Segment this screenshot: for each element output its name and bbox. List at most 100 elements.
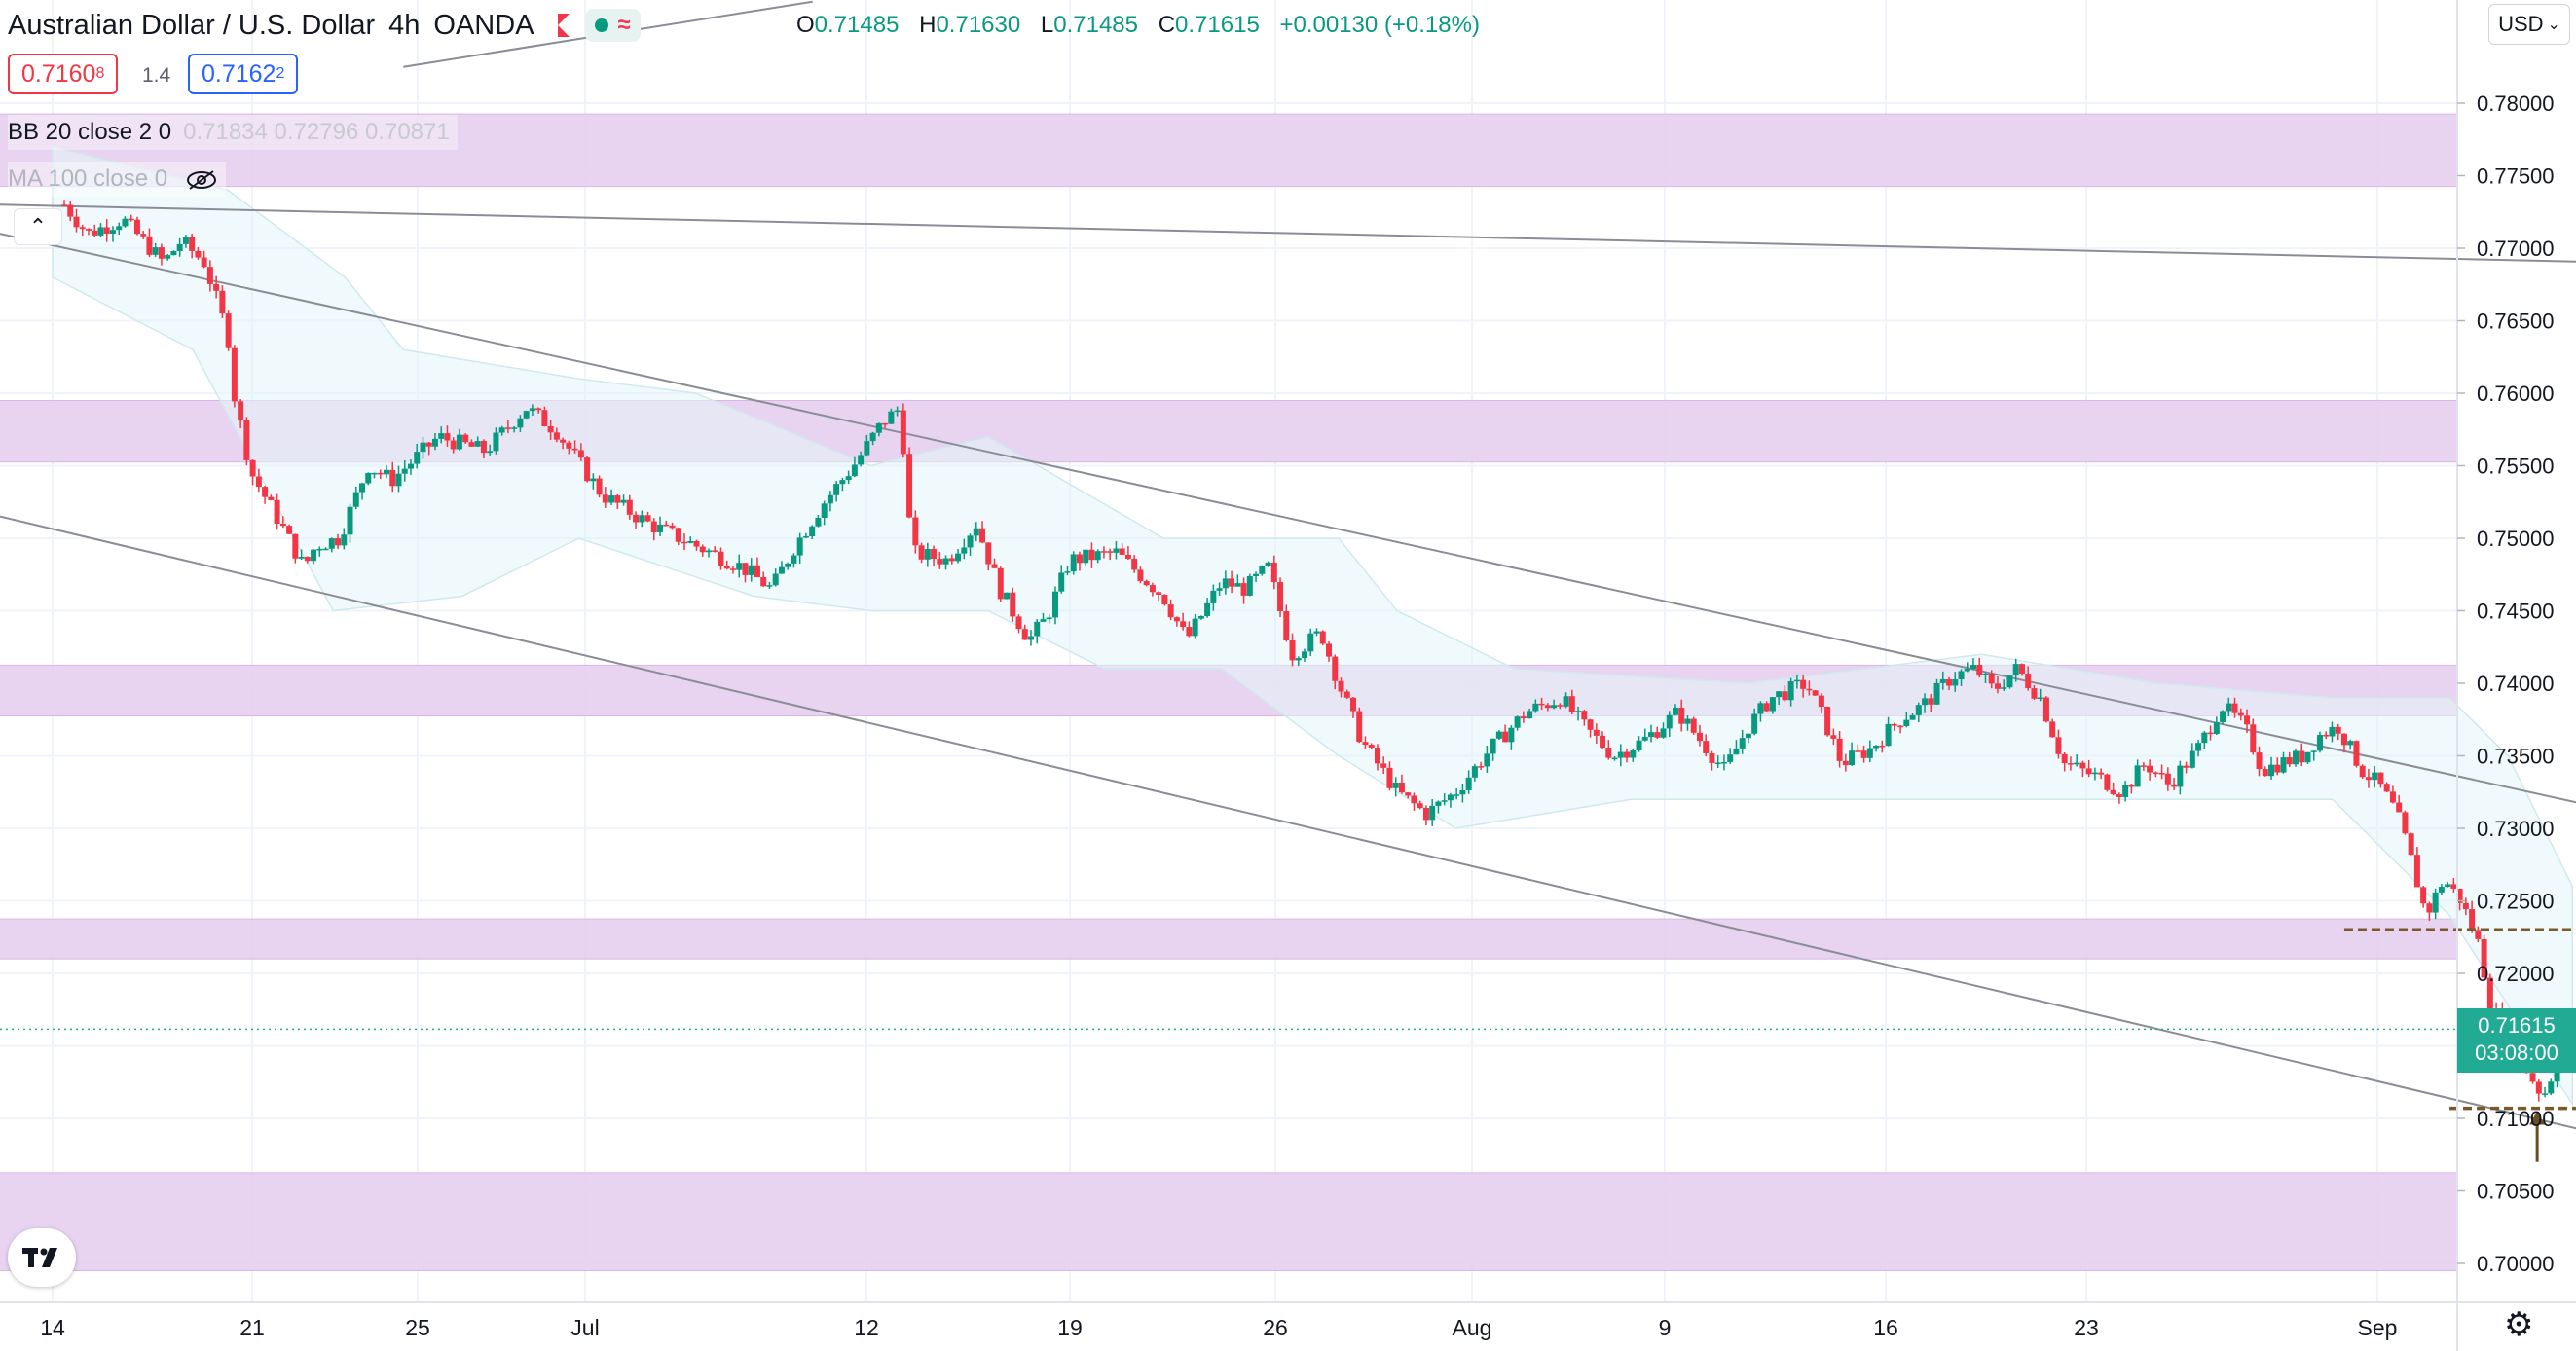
candle-body	[85, 229, 92, 231]
x-tick-label[interactable]: 26	[1263, 1315, 1288, 1340]
x-tick-label[interactable]: 25	[405, 1315, 430, 1340]
y-tick-label[interactable]: 0.73000	[2477, 817, 2555, 841]
candle-body	[395, 473, 402, 487]
x-tick-label[interactable]: 19	[1057, 1315, 1083, 1340]
x-tick-label[interactable]: Jul	[570, 1315, 599, 1340]
y-tick-label[interactable]: 0.71000	[2477, 1107, 2555, 1131]
y-tick-label[interactable]: 0.76500	[2477, 310, 2555, 334]
interval-label[interactable]: 4h	[388, 9, 421, 41]
dashed-levels[interactable]	[2343, 928, 2576, 1111]
candle-body	[633, 514, 640, 523]
collapse-legend-button[interactable]: ⌃	[14, 208, 62, 245]
candle-body	[1660, 728, 1667, 738]
arrow-head[interactable]	[2529, 1111, 2546, 1125]
indicator-bollinger-legend[interactable]: BB 20 close 2 0 0.71834 0.72796 0.70871	[8, 115, 458, 150]
candle-body	[687, 540, 694, 543]
candle-body	[1617, 751, 1624, 758]
candle-body	[1532, 703, 1539, 712]
candle-body	[1751, 713, 1758, 734]
y-tick-label[interactable]: 0.78000	[2477, 91, 2555, 116]
candle-body	[785, 563, 791, 567]
candle-body	[1180, 621, 1187, 628]
candle-body	[1283, 611, 1290, 640]
gear-icon[interactable]: ⚙	[2504, 1306, 2534, 1343]
candle-body	[644, 515, 651, 522]
candle-body	[1131, 558, 1138, 570]
x-tick-label[interactable]: Aug	[1453, 1315, 1492, 1340]
candle-body	[1246, 576, 1253, 596]
symbol-header[interactable]: Australian Dollar / U.S. Dollar 4h OANDA…	[8, 4, 641, 47]
tradingview-logo-icon[interactable]	[8, 1228, 76, 1287]
spread-value: 1.4	[142, 64, 171, 87]
candle-body	[882, 422, 889, 425]
candle-body	[2280, 757, 2287, 773]
flag-icon[interactable]	[557, 14, 570, 37]
y-tick-label[interactable]: 0.70500	[2477, 1180, 2555, 1204]
candle-body	[1812, 690, 1819, 696]
candle-body	[2256, 752, 2263, 770]
y-tick-label[interactable]: 0.72500	[2477, 890, 2555, 914]
y-tick-label[interactable]: 0.76000	[2477, 382, 2555, 406]
ma-name[interactable]: MA 100 close 0	[8, 165, 168, 192]
candle-body	[760, 576, 767, 587]
candle-body	[1478, 766, 1485, 768]
trendline[interactable]	[0, 203, 2576, 272]
candle-body	[335, 538, 342, 546]
candle-body	[906, 454, 913, 518]
y-tick-label[interactable]: 0.72000	[2477, 962, 2555, 986]
bb-name[interactable]: BB 20 close 2 0	[8, 119, 172, 145]
candle-body	[1587, 719, 1594, 730]
currency-selector[interactable]: USD ⌄	[2488, 4, 2570, 45]
y-tick-label[interactable]: 0.75000	[2477, 527, 2555, 551]
candle-body	[1654, 732, 1661, 738]
trendline[interactable]	[0, 515, 2576, 1235]
candle-body	[2438, 887, 2445, 893]
candle-body	[1538, 703, 1545, 706]
y-tick-label[interactable]: 0.73500	[2477, 745, 2555, 769]
candle-body	[1240, 583, 1247, 596]
x-tick-label[interactable]: 16	[1873, 1315, 1898, 1340]
trendline[interactable]	[0, 233, 2576, 900]
candle-body	[1253, 573, 1260, 577]
x-tick-label[interactable]: 14	[40, 1315, 65, 1340]
candle-body	[152, 247, 159, 255]
candle-body	[1326, 643, 1333, 657]
candle-body	[456, 434, 462, 450]
y-tick-label[interactable]: 0.70000	[2477, 1252, 2555, 1276]
candle-body	[431, 438, 438, 447]
candle-body	[1544, 705, 1551, 709]
x-tick-label[interactable]: Sep	[2358, 1315, 2398, 1340]
x-tick-label[interactable]: 21	[239, 1315, 265, 1340]
candle-body	[602, 494, 608, 503]
y-tick-label[interactable]: 0.74500	[2477, 600, 2555, 624]
symbol-title[interactable]: Australian Dollar / U.S. Dollar	[8, 9, 376, 41]
broker-label: OANDA	[433, 9, 534, 41]
x-tick-label[interactable]: 12	[854, 1315, 879, 1340]
candle-body	[425, 442, 432, 447]
x-tick-label[interactable]: 9	[1659, 1315, 1672, 1340]
candle-body	[122, 218, 129, 227]
y-tick-label[interactable]: 0.74000	[2477, 672, 2555, 696]
candle-body	[924, 548, 931, 560]
candle-body	[116, 226, 123, 231]
candle-body	[942, 558, 949, 565]
candle-body	[1313, 631, 1320, 634]
y-tick-label[interactable]: 0.75500	[2477, 455, 2555, 479]
candle-body	[79, 227, 86, 230]
y-tick-label[interactable]: 0.77000	[2477, 237, 2555, 261]
y-tick-label[interactable]: 0.77500	[2477, 164, 2555, 189]
sell-button[interactable]: 0.7160 8	[8, 54, 119, 94]
candle-body	[1156, 592, 1162, 595]
candle-body	[1338, 680, 1344, 692]
eye-crossed-icon[interactable]	[185, 169, 218, 190]
candle-body	[2104, 774, 2111, 790]
x-tick-label[interactable]: 23	[2074, 1315, 2099, 1340]
candle-body	[1849, 750, 1856, 766]
indicator-ma-legend[interactable]: MA 100 close 0	[8, 162, 227, 197]
candle-body	[1557, 705, 1564, 707]
arrow-annotation[interactable]	[2529, 1111, 2546, 1162]
buy-button[interactable]: 0.7162 2	[188, 54, 299, 94]
candle-body	[529, 408, 535, 412]
